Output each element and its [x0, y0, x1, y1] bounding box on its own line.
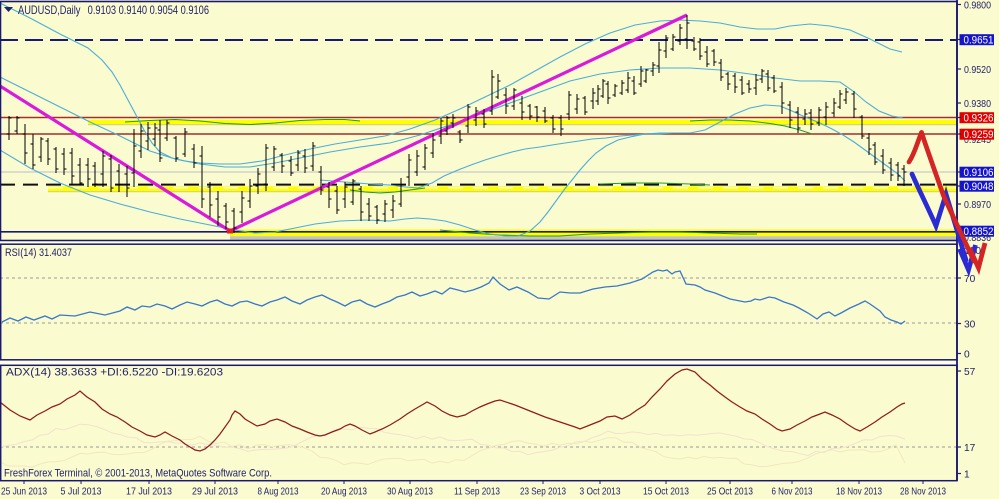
svg-text:23 Sep 2013: 23 Sep 2013: [520, 487, 566, 498]
svg-text:RSI(14) 31.4037: RSI(14) 31.4037: [5, 247, 72, 259]
svg-text:30 Aug 2013: 30 Aug 2013: [387, 487, 433, 498]
svg-text:25 Oct 2013: 25 Oct 2013: [707, 487, 753, 498]
svg-text:1: 1: [964, 469, 970, 480]
svg-text:18 Nov 2013: 18 Nov 2013: [836, 487, 882, 498]
svg-text:FreshForex Terminal, © 2001-20: FreshForex Terminal, © 2001-2013, MetaQu…: [4, 468, 272, 480]
svg-text:0.9651: 0.9651: [964, 34, 994, 46]
svg-text:0.9520: 0.9520: [964, 65, 991, 76]
svg-text:20 Aug 2013: 20 Aug 2013: [321, 487, 367, 498]
svg-text:6 Nov 2013: 6 Nov 2013: [772, 487, 813, 498]
svg-text:25 Jun 2013: 25 Jun 2013: [1, 487, 47, 498]
svg-text:0.9106: 0.9106: [964, 167, 994, 179]
svg-text:0.8852: 0.8852: [964, 226, 994, 238]
svg-text:3 Oct 2013: 3 Oct 2013: [580, 487, 621, 498]
svg-text:28 Nov 2013: 28 Nov 2013: [900, 487, 946, 498]
svg-text:0: 0: [964, 349, 970, 360]
svg-text:57: 57: [964, 367, 976, 378]
svg-text:0.8836: 0.8836: [964, 233, 991, 244]
svg-text:15 Oct 2013: 15 Oct 2013: [643, 487, 689, 498]
svg-text:0.9326: 0.9326: [964, 112, 994, 124]
svg-text:0.9800: 0.9800: [964, 0, 991, 11]
svg-text:AUDUSD,Daily 0.9103 0.9140 0.: AUDUSD,Daily 0.9103 0.9140 0.9054 0.9106: [18, 3, 209, 17]
svg-text:8 Aug 2013: 8 Aug 2013: [258, 487, 299, 498]
svg-text:0.9259: 0.9259: [964, 129, 994, 141]
svg-text:5 Jul 2013: 5 Jul 2013: [61, 487, 102, 498]
svg-text:29 Jul 2013: 29 Jul 2013: [192, 487, 238, 498]
svg-text:11 Sep 2013: 11 Sep 2013: [454, 487, 500, 498]
svg-text:30: 30: [964, 319, 976, 330]
svg-text:17: 17: [964, 443, 976, 454]
svg-text:0.9380: 0.9380: [964, 99, 991, 110]
svg-text:17 Jul 2013: 17 Jul 2013: [126, 487, 172, 498]
svg-text:0.9245: 0.9245: [964, 135, 991, 146]
svg-text:70: 70: [964, 274, 976, 285]
svg-text:ADX(14) 38.3633 +DI:6.5220 -DI: ADX(14) 38.3633 +DI:6.5220 -DI:19.6203: [6, 367, 223, 379]
svg-text:0.9048: 0.9048: [964, 181, 994, 193]
svg-text:0.8970: 0.8970: [964, 200, 991, 211]
